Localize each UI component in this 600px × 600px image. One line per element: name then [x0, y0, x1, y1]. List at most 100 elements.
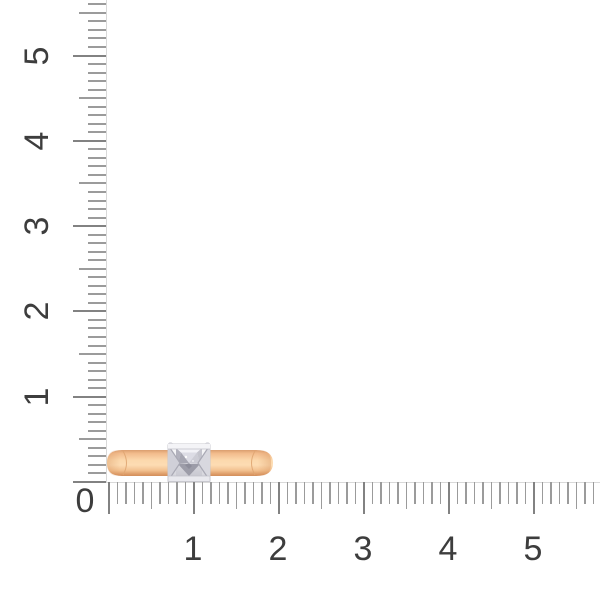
vertical-ruler-label: 4	[18, 131, 56, 151]
ruler-tick	[73, 54, 106, 57]
ruler-tick	[73, 395, 106, 398]
ruler-tick	[533, 482, 535, 514]
ruler-tick	[79, 11, 106, 14]
ruler-tick	[133, 482, 135, 504]
ruler-tick	[550, 482, 552, 504]
horizontal-ruler-label: 5	[523, 530, 543, 568]
ruler-tick	[405, 482, 407, 509]
ruler-tick	[88, 233, 106, 236]
ruler-tick	[422, 482, 424, 504]
ruler-tick	[371, 482, 373, 504]
ruler-tick	[79, 353, 106, 356]
ruler-tick	[414, 482, 416, 504]
ruler-tick	[79, 267, 106, 270]
ruler-tick	[286, 482, 288, 504]
ruler-tick	[176, 482, 178, 504]
ruler-tick	[388, 482, 390, 504]
ruler-tick	[88, 199, 106, 202]
ruler-tick	[575, 482, 577, 509]
ruler-tick	[201, 482, 203, 504]
ruler-tick	[88, 318, 106, 321]
ruler-tick	[456, 482, 458, 504]
ruler-tick	[516, 482, 518, 504]
ruler-tick	[73, 310, 106, 313]
ruler-tick	[193, 482, 195, 514]
diamond-facet	[178, 464, 200, 476]
ruler-tick	[269, 482, 271, 504]
ruler-tick	[439, 482, 441, 504]
ruler-tick	[73, 481, 106, 483]
ruler-tick	[363, 482, 365, 514]
ruler-tick	[88, 242, 106, 245]
ruler-tick	[88, 344, 106, 347]
ruler-tick	[303, 482, 305, 504]
diamond-facet	[189, 452, 200, 464]
ring-setting	[167, 442, 211, 482]
vertical-ruler-line	[105, 0, 107, 482]
ruler-tick	[88, 190, 106, 193]
ruler-tick	[88, 284, 106, 287]
ruler-tick	[252, 482, 254, 504]
ruler-tick	[142, 482, 144, 504]
ruler-tick	[354, 482, 356, 504]
ruler-tick	[88, 156, 106, 159]
ruler-tick	[312, 482, 314, 504]
ruler-tick	[431, 482, 433, 504]
ruler-tick	[320, 482, 322, 509]
ruler-tick	[448, 482, 450, 514]
ruler-tick	[295, 482, 297, 504]
ruler-tick	[88, 370, 106, 373]
ruler-tick	[88, 387, 106, 390]
ruler-tick	[218, 482, 220, 504]
ruler-tick	[159, 482, 161, 504]
ruler-tick	[108, 482, 110, 514]
ruler-tick	[329, 482, 331, 504]
ruler-tick	[473, 482, 475, 504]
ruler-tick	[150, 482, 152, 509]
ruler-tick	[88, 131, 106, 134]
ruler-tick	[592, 482, 594, 504]
ruler-tick	[88, 276, 106, 279]
ruler-tick	[558, 482, 560, 504]
ruler-tick	[567, 482, 569, 504]
ring-band-right	[208, 450, 273, 476]
ruler-tick	[88, 37, 106, 40]
ruler-tick	[88, 148, 106, 151]
ruler-tick	[88, 80, 106, 83]
ruler-tick	[88, 173, 106, 176]
ruler-tick	[167, 482, 169, 504]
ruler-tick	[125, 482, 127, 504]
ruler-tick	[88, 335, 106, 338]
diamond-facet	[178, 452, 189, 464]
ruler-tick	[88, 327, 106, 330]
ruler-tick	[541, 482, 543, 504]
ruler-tick	[88, 28, 106, 31]
ruler-tick	[184, 482, 186, 504]
ruler-tick	[88, 421, 106, 424]
horizontal-ruler-label: 3	[353, 530, 373, 568]
ruler-tick	[88, 301, 106, 304]
ruler-tick	[88, 20, 106, 23]
ruler-tick	[88, 45, 106, 48]
ruler-tick	[88, 472, 106, 475]
vertical-ruler-label: 3	[18, 216, 56, 236]
ring-band-left	[107, 450, 170, 476]
ruler-tick	[235, 482, 237, 509]
diamond-sparkle	[184, 455, 188, 459]
ruler-tick	[507, 482, 509, 504]
ruler-tick	[88, 88, 106, 91]
ruler-tick	[88, 404, 106, 407]
ruler-tick	[88, 361, 106, 364]
vertical-ruler-label: 2	[18, 301, 56, 321]
ruler-tick	[337, 482, 339, 504]
ruler-tick	[465, 482, 467, 504]
ruler-tick	[73, 225, 106, 228]
diamond-facet	[185, 463, 192, 469]
ruler-tick	[346, 482, 348, 504]
ruler-tick	[88, 293, 106, 296]
ruler-tick	[88, 71, 106, 74]
ruler-tick	[380, 482, 382, 504]
ruler-tick	[88, 63, 106, 66]
ruler-tick	[261, 482, 263, 504]
ruler-tick	[88, 446, 106, 449]
